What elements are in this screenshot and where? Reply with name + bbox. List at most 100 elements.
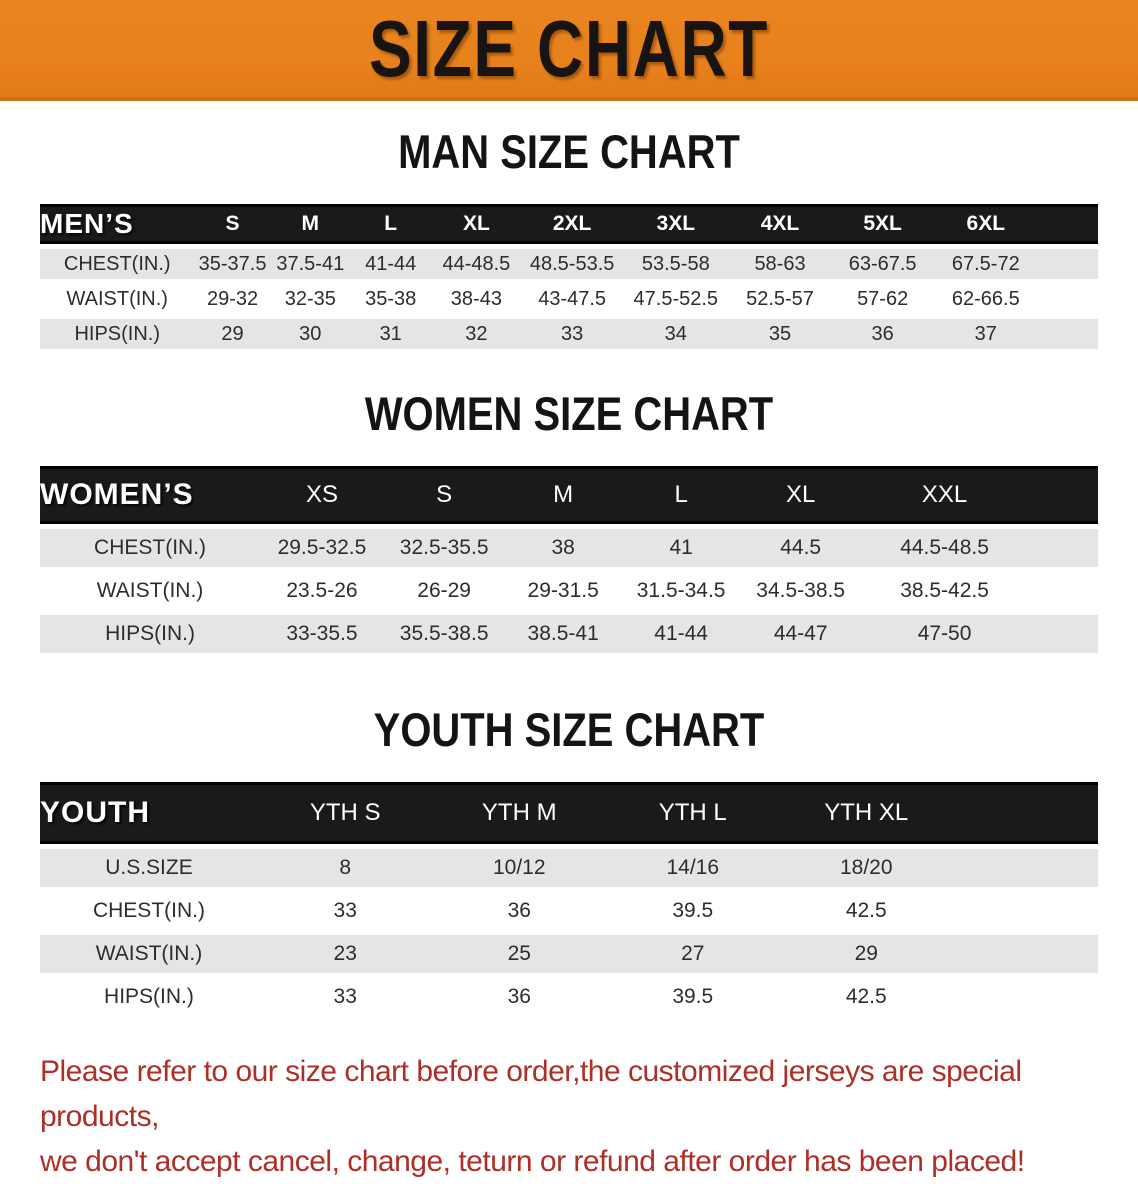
banner: SIZE CHART bbox=[0, 0, 1138, 101]
men-size-header: 5XL bbox=[831, 204, 934, 244]
size-value: 29-32 bbox=[194, 284, 271, 314]
women-size-header: S bbox=[383, 466, 505, 524]
size-value: 33 bbox=[521, 319, 623, 349]
size-value: 41 bbox=[621, 529, 741, 567]
size-value: 44.5-48.5 bbox=[860, 529, 1029, 567]
size-value: 41-44 bbox=[349, 249, 432, 279]
youth-size-header: YTH S bbox=[257, 782, 433, 844]
women-size-header: L bbox=[621, 466, 741, 524]
size-value: 39.5 bbox=[606, 978, 780, 1016]
men-size-header: XL bbox=[431, 204, 522, 244]
size-value: 30 bbox=[270, 319, 350, 349]
size-value: 37 bbox=[933, 319, 1038, 349]
disclaimer-line-2: we don't accept cancel, change, teturn o… bbox=[40, 1145, 1025, 1178]
row-label: CHEST(IN.) bbox=[40, 529, 261, 567]
size-value: 29 bbox=[194, 319, 271, 349]
women-table-body: CHEST(IN.) 29.5-32.5 32.5-35.5 38 41 44.5 44.5… bbox=[40, 529, 1098, 653]
row-label: HIPS(IN.) bbox=[40, 978, 258, 1016]
size-value: 31.5-34.5 bbox=[621, 572, 741, 610]
row-label: WAIST(IN.) bbox=[40, 572, 261, 610]
size-value: 38 bbox=[504, 529, 622, 567]
size-value: 47.5-52.5 bbox=[622, 284, 729, 314]
women-table-row: HIPS(IN.) 33-35.5 35.5-38.5 38.5-41 41-44 44-… bbox=[40, 615, 1098, 653]
size-value: 29 bbox=[779, 935, 953, 973]
women-table-row: CHEST(IN.) 29.5-32.5 32.5-35.5 38 41 44.5 44.5… bbox=[40, 529, 1098, 567]
size-value: 41-44 bbox=[621, 615, 741, 653]
size-value: 48.5-53.5 bbox=[521, 249, 623, 279]
youth-table-row: CHEST(IN.) 33 36 39.5 42.5 bbox=[40, 892, 1098, 930]
women-table-row: WAIST(IN.) 23.5-26 26-29 29-31.5 31.5-34.5 34… bbox=[40, 572, 1098, 610]
youth-size-header: YTH XL bbox=[779, 782, 953, 844]
size-value: 39.5 bbox=[606, 892, 780, 930]
size-value: 35-37.5 bbox=[194, 249, 271, 279]
women-size-header: XXL bbox=[860, 466, 1029, 524]
row-label: WAIST(IN.) bbox=[40, 284, 195, 314]
size-value: 36 bbox=[432, 892, 606, 930]
size-value: 8 bbox=[257, 849, 433, 887]
size-value: 67.5-72 bbox=[933, 249, 1038, 279]
row-label: CHEST(IN.) bbox=[40, 892, 258, 930]
men-size-header: S bbox=[194, 204, 271, 244]
youth-row-filler bbox=[953, 849, 1098, 887]
men-table-row: WAIST(IN.) 29-32 32-35 35-38 38-43 43-47.5 47.… bbox=[40, 284, 1098, 314]
size-value: 44-48.5 bbox=[431, 249, 522, 279]
disclaimer: Please refer to our size chart before or… bbox=[40, 1049, 1118, 1184]
men-size-header: 6XL bbox=[933, 204, 1038, 244]
size-value: 43-47.5 bbox=[521, 284, 623, 314]
size-value: 31 bbox=[349, 319, 432, 349]
youth-size-table: YOUTH YTH S YTH M YTH L YTH XL U.S.SIZE 8 10/1… bbox=[40, 777, 1098, 1021]
size-value: 29.5-32.5 bbox=[260, 529, 384, 567]
men-size-header: L bbox=[349, 204, 432, 244]
men-row-filler bbox=[1037, 249, 1098, 279]
size-value: 63-67.5 bbox=[831, 249, 934, 279]
size-value: 57-62 bbox=[831, 284, 934, 314]
size-value: 42.5 bbox=[779, 978, 953, 1016]
size-value: 35 bbox=[728, 319, 832, 349]
row-label: CHEST(IN.) bbox=[40, 249, 195, 279]
size-value: 35.5-38.5 bbox=[383, 615, 505, 653]
size-value: 18/20 bbox=[779, 849, 953, 887]
size-value: 33-35.5 bbox=[260, 615, 384, 653]
men-table-row: HIPS(IN.) 29 30 31 32 33 34 35 36 37 bbox=[40, 319, 1098, 349]
size-value: 14/16 bbox=[606, 849, 780, 887]
men-row-filler bbox=[1037, 319, 1098, 349]
women-table-label: WOMEN’S bbox=[40, 466, 261, 524]
women-size-header: M bbox=[504, 466, 622, 524]
size-value: 52.5-57 bbox=[728, 284, 832, 314]
size-value: 34.5-38.5 bbox=[740, 572, 861, 610]
size-value: 53.5-58 bbox=[622, 249, 729, 279]
size-value: 33 bbox=[257, 978, 433, 1016]
men-table-body: CHEST(IN.) 35-37.5 37.5-41 41-44 44-48.5 48.5… bbox=[40, 249, 1098, 349]
women-row-filler bbox=[1028, 529, 1098, 567]
size-value: 33 bbox=[257, 892, 433, 930]
size-value: 58-63 bbox=[728, 249, 832, 279]
men-table-label: MEN’S bbox=[40, 204, 195, 244]
size-value: 32 bbox=[431, 319, 522, 349]
disclaimer-line-1: Please refer to our size chart before or… bbox=[40, 1055, 1022, 1133]
women-size-header: XL bbox=[740, 466, 861, 524]
size-value: 38.5-41 bbox=[504, 615, 622, 653]
size-value: 42.5 bbox=[779, 892, 953, 930]
youth-table-row: U.S.SIZE 8 10/12 14/16 18/20 bbox=[40, 849, 1098, 887]
size-value: 44-47 bbox=[740, 615, 861, 653]
youth-table-header-row: YOUTH YTH S YTH M YTH L YTH XL bbox=[40, 782, 1098, 844]
row-label: HIPS(IN.) bbox=[40, 319, 195, 349]
youth-table-row: WAIST(IN.) 23 25 27 29 bbox=[40, 935, 1098, 973]
women-size-table: WOMEN’S XS S M L XL XXL CHEST(IN.) 29.5-32.5 32.… bbox=[40, 461, 1098, 658]
youth-table-row: HIPS(IN.) 33 36 39.5 42.5 bbox=[40, 978, 1098, 1016]
men-size-table: MEN’S S M L XL 2XL 3XL 4XL 5XL 6XL CHEST(IN.) 35-3… bbox=[40, 199, 1098, 354]
men-size-header: 2XL bbox=[521, 204, 623, 244]
youth-table-body: U.S.SIZE 8 10/12 14/16 18/20 CHEST(IN.) 33 36 39… bbox=[40, 849, 1098, 1016]
youth-header-filler bbox=[953, 782, 1098, 844]
size-value: 26-29 bbox=[383, 572, 505, 610]
youth-section-heading: YOUTH SIZE CHART bbox=[373, 703, 765, 756]
size-value: 62-66.5 bbox=[933, 284, 1038, 314]
youth-row-filler bbox=[953, 978, 1098, 1016]
youth-table-label: YOUTH bbox=[40, 782, 258, 844]
row-label: U.S.SIZE bbox=[40, 849, 258, 887]
size-value: 44.5 bbox=[740, 529, 861, 567]
size-value: 23.5-26 bbox=[260, 572, 384, 610]
men-size-header: 3XL bbox=[622, 204, 729, 244]
size-value: 32-35 bbox=[270, 284, 350, 314]
